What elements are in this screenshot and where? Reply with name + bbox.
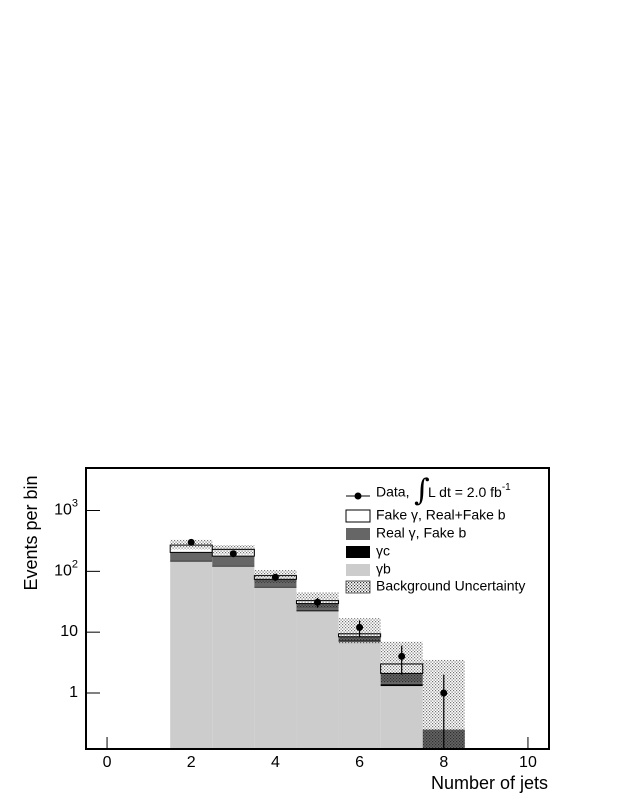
legend-swatch [346,528,370,540]
bar-segment [212,566,255,749]
x-tick-label: 6 [355,754,364,771]
bar-segment [380,684,423,687]
legend-lumi: L dt = 2.0 fb-1 [428,482,511,500]
data-point [187,538,195,546]
bar-segment [338,641,381,749]
lumi-exponent: -1 [502,482,511,493]
legend-swatch [345,509,371,523]
legend-data-marker [354,492,362,500]
legend-label: γc [376,543,390,559]
data-point [356,623,364,631]
y-tick-base: 10 [60,623,78,640]
y-tick-base: 1 [69,684,78,701]
y-tick-base: 10 [54,563,72,580]
y-tick-exponent: 2 [72,558,78,570]
x-axis-label: Number of jets [431,773,548,793]
y-tick-label: 10 [60,623,78,640]
data-point [271,573,279,581]
bar-segment [254,586,297,588]
y-tick-label: 1 [69,684,78,701]
bar-segment [254,587,297,749]
data-point [398,652,406,660]
legend-swatch [345,580,371,594]
legend-label: Fake γ, Real+Fake b [376,507,506,523]
legend-label: Real γ, Fake b [376,525,466,541]
x-tick-label: 10 [519,754,537,771]
bar-segment [296,611,339,749]
y-axis-label: Events per bin [21,475,41,590]
integral-sign: ∫ [414,473,430,508]
bar-segment [380,686,423,749]
data-point [229,550,237,558]
x-tick-label: 2 [187,754,196,771]
y-tick-base: 10 [54,502,72,519]
x-tick-label: 4 [271,754,280,771]
bar-segment [254,579,297,587]
y-tick-label: 102 [54,558,78,579]
uncertainty-band [212,545,255,555]
bar-segment [296,610,339,612]
legend-label: γb [376,561,391,577]
data-point [440,689,448,697]
legend-swatch [346,546,370,558]
data-point [314,598,321,606]
legend-label: Data, [376,484,409,500]
bar-segment [170,561,213,749]
plot-frame [85,467,550,750]
bar-segment [212,565,255,567]
legend-label: Background Uncertainty [376,578,525,594]
y-tick-exponent: 3 [72,497,78,509]
y-tick-label: 103 [54,497,78,518]
bar-segment [170,552,213,561]
legend-swatch [346,564,370,576]
x-tick-label: 8 [439,754,448,771]
x-tick-label: 0 [103,754,112,771]
bar-segment [170,560,213,562]
lumi-text: L dt = 2.0 fb [428,484,502,500]
bar-segment [212,556,255,566]
